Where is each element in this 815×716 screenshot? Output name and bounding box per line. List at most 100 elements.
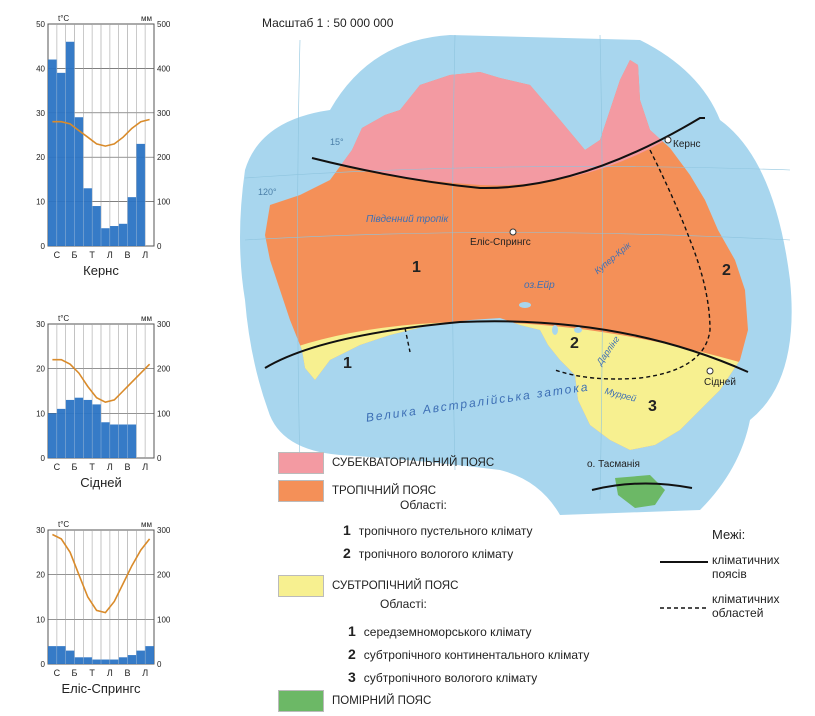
chart-1-precip-bar-5 (92, 404, 101, 458)
chart-0-xtick-4: В (124, 250, 130, 260)
zone-label-subtropical-1: 1 (343, 355, 352, 372)
chart-0-ytick-right-2: 200 (157, 153, 171, 162)
chart-0-xtick-2: Т (89, 250, 95, 260)
tasmania-label: о. Тасманія (587, 459, 640, 470)
swatch-tropical (278, 480, 324, 502)
legend-tropical-2-text: тропічного вологого клімату (358, 547, 514, 561)
legend-subtropical-3: 3 субтропічного вологого клімату (348, 669, 537, 685)
swatch-temperate (278, 690, 324, 712)
boundaries-regions-label: кліматичних областей (712, 592, 780, 620)
chart-2-ytick-right-2: 200 (157, 571, 171, 580)
legend-subtropical: СУБТРОПІЧНИЙ ПОЯС (278, 575, 458, 597)
swatch-subequatorial (278, 452, 324, 474)
chart-1-title: Сідней (80, 475, 122, 490)
zone-label-subtropical-2: 2 (570, 335, 579, 352)
zone-label-tropical-1: 1 (412, 259, 421, 276)
chart-1-precip-bar-7 (109, 424, 119, 458)
boundaries-belts-label: кліматичних поясів (712, 553, 780, 581)
chart-2-precip-bar-6 (101, 659, 110, 664)
chart-2-precip-bar-4 (83, 657, 93, 664)
chart-2-ylabel-right: мм (141, 520, 152, 529)
chart-1-precip-bar-8 (118, 424, 128, 458)
zone-label-tropical-2: 2 (722, 262, 731, 279)
chart-0-ytick-left-0: 0 (41, 242, 46, 251)
lat-label-120: 120° (258, 187, 277, 197)
chart-0-ylabel-left: t°C (58, 14, 69, 23)
chart-2-precip-bar-2 (65, 650, 75, 664)
chart-1-ylabel-right: мм (141, 314, 152, 323)
chart-1-xtick-5: Л (142, 462, 148, 472)
chart-2-xtick-3: Л (107, 668, 113, 678)
city-kerns: Кернс (673, 139, 700, 150)
lat-label-15: 15° (330, 137, 344, 147)
chart-2-xtick-0: С (54, 668, 61, 678)
chart-1-precip-bar-6 (101, 422, 110, 458)
chart-0-xtick-3: Л (107, 250, 113, 260)
chart-1-xtick-1: Б (72, 462, 78, 472)
chart-0-ytick-left-3: 30 (36, 109, 45, 118)
chart-0-precip-bar-10 (136, 143, 146, 246)
chart-0-precip-bar-9 (127, 197, 137, 246)
chart-2-precip-bar-7 (109, 659, 119, 664)
chart-2-precip-bar-9 (127, 655, 137, 664)
chart-0-precip-bar-6 (101, 228, 110, 246)
legend-regions-label-1: Області: (400, 498, 447, 512)
chart-1-ytick-right-0: 0 (157, 454, 162, 463)
legend-subtropical-1: 1 середземноморського клімату (348, 623, 532, 639)
legend-subtropical-3-text: субтропічного вологого клімату (363, 671, 538, 685)
lakes (519, 302, 582, 335)
legend-temperate-label: ПОМІРНИЙ ПОЯС (332, 695, 432, 707)
chart-0-ytick-left-4: 40 (36, 64, 45, 73)
chart-2-xtick-5: Л (142, 668, 148, 678)
dashed-line-sample (660, 607, 708, 609)
chart-0-precip-bar-8 (118, 223, 128, 246)
city-sydney: Сідней (704, 377, 736, 388)
region-boundaries (404, 149, 711, 380)
chart-1-precip-bar-3 (74, 397, 84, 458)
legend-subtropical-2-num: 2 (348, 646, 356, 662)
chart-2-ytick-right-3: 300 (157, 526, 171, 535)
chart-1-precip-bar-9 (127, 424, 137, 458)
legend-tropical-2: 2 тропічного вологого клімату (343, 545, 513, 561)
chart-0-ytick-left-5: 50 (36, 20, 45, 29)
legend-subtropical-1-num: 1 (348, 623, 356, 639)
chart-1-ylabel-left: t°C (58, 314, 69, 323)
legend-subequatorial: СУБЕКВАТОРІАЛЬНИЙ ПОЯС (278, 452, 494, 474)
subequatorial-belt (265, 60, 748, 186)
chart-0-ytick-left-1: 10 (36, 198, 45, 207)
chart-0-ytick-right-5: 500 (157, 20, 171, 29)
chart-2-xtick-4: В (124, 668, 130, 678)
legend-tropical-label: ТРОПІЧНИЙ ПОЯС (332, 485, 437, 497)
chart-1-xtick-3: Л (107, 462, 113, 472)
chart-1-ytick-left-2: 20 (36, 365, 45, 374)
chart-2-precip-bar-3 (74, 657, 84, 664)
chart-1-ytick-left-1: 10 (36, 409, 45, 418)
zone-label-subtropical-3: 3 (648, 398, 657, 415)
legend-tropical: ТРОПІЧНИЙ ПОЯС (278, 480, 436, 502)
chart-2-ytick-right-1: 100 (157, 615, 171, 624)
chart-2-precip-bar-11 (145, 646, 154, 664)
chart-0-precip-bar-4 (83, 188, 93, 246)
lake-label: оз.Ейр (524, 280, 555, 291)
legend-regions-label-2: Області: (380, 597, 427, 611)
chart-0-xtick-1: Б (72, 250, 78, 260)
chart-2-ytick-left-2: 20 (36, 571, 45, 580)
swatch-subtropical (278, 575, 324, 597)
chart-2-ytick-left-1: 10 (36, 615, 45, 624)
tropic-label: Південний тропік (366, 214, 450, 225)
legend-tropical-2-num: 2 (343, 545, 351, 561)
belt-boundaries (264, 117, 749, 491)
chart-1-ytick-right-2: 200 (157, 365, 171, 374)
chart-2-precip-bar-8 (118, 657, 128, 664)
chart-2-precip-bar-10 (136, 650, 146, 664)
chart-0-precip-bar-7 (109, 226, 119, 246)
chart-2-xtick-2: Т (89, 668, 95, 678)
chart-1-precip-bar-0 (48, 413, 57, 458)
city-alice-springs: Еліс-Спрингс (470, 237, 531, 248)
legend-subtropical-1-text: середземноморського клімату (363, 625, 532, 639)
legend-subtropical-2-text: субтропічного континентального клімату (363, 648, 590, 662)
legend-tropical-1: 1 тропічного пустельного клімату (343, 522, 533, 538)
chart-1-xtick-0: С (54, 462, 61, 472)
legend-subtropical-label: СУБТРОПІЧНИЙ ПОЯС (332, 580, 459, 592)
